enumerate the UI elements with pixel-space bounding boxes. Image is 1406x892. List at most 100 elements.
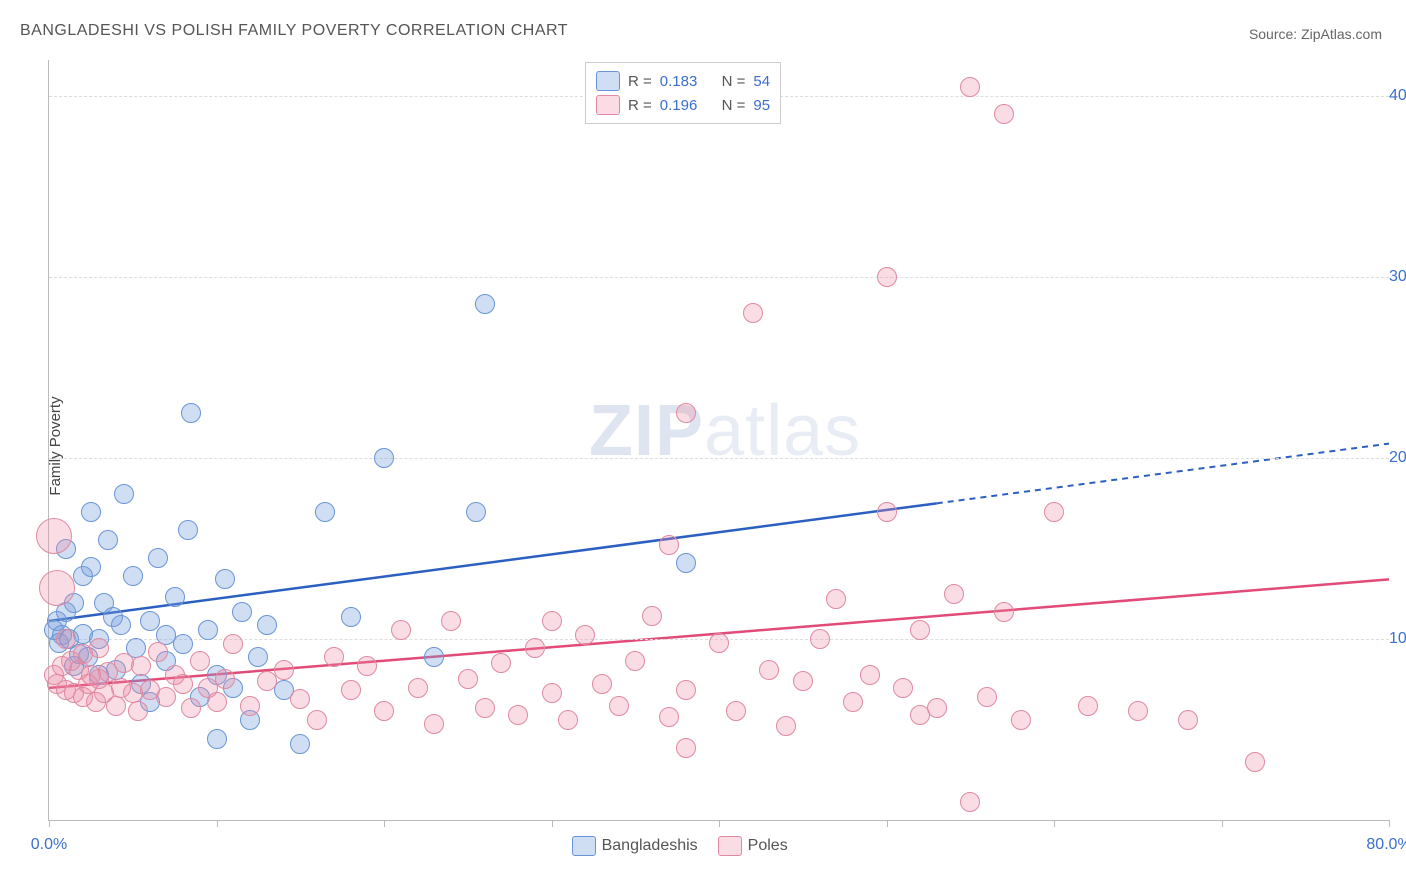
data-point-bangladeshis xyxy=(173,634,193,654)
x-tick xyxy=(552,820,553,827)
data-point-bangladeshis xyxy=(165,587,185,607)
data-point-poles xyxy=(558,710,578,730)
legend-row-bangladeshis: R =0.183 N =54 xyxy=(596,69,770,93)
data-point-poles xyxy=(1078,696,1098,716)
data-point-poles xyxy=(542,611,562,631)
data-point-poles xyxy=(1178,710,1198,730)
data-point-poles xyxy=(190,651,210,671)
data-point-poles xyxy=(391,620,411,640)
data-point-poles xyxy=(290,689,310,709)
legend-N-value: 54 xyxy=(753,73,770,90)
x-tick-label: 0.0% xyxy=(31,836,67,854)
data-point-poles xyxy=(709,633,729,653)
data-point-poles xyxy=(357,656,377,676)
series-legend-item-bangladeshis: Bangladeshis xyxy=(572,836,698,856)
x-tick xyxy=(1054,820,1055,827)
legend-swatch-bangladeshis xyxy=(596,71,620,91)
data-point-poles xyxy=(341,680,361,700)
legend-R-value: 0.196 xyxy=(660,97,698,114)
data-point-bangladeshis xyxy=(140,611,160,631)
data-point-poles xyxy=(860,665,880,685)
x-tick-label: 80.0% xyxy=(1366,836,1406,854)
data-point-poles xyxy=(1128,701,1148,721)
source-attribution: Source: ZipAtlas.com xyxy=(1249,26,1382,42)
series-label-bangladeshis: Bangladeshis xyxy=(602,837,698,855)
data-point-bangladeshis xyxy=(215,569,235,589)
watermark: ZIPatlas xyxy=(589,390,861,472)
data-point-poles xyxy=(525,638,545,658)
data-point-poles xyxy=(148,642,168,662)
data-point-poles xyxy=(893,678,913,698)
data-point-poles xyxy=(307,710,327,730)
data-point-bangladeshis xyxy=(466,502,486,522)
data-point-poles xyxy=(575,625,595,645)
data-point-poles xyxy=(131,656,151,676)
y-tick-label: 10.0% xyxy=(1383,630,1406,648)
series-legend-item-poles: Poles xyxy=(718,836,788,856)
data-point-poles xyxy=(223,634,243,654)
data-point-poles xyxy=(240,696,260,716)
data-point-bangladeshis xyxy=(232,602,252,622)
data-point-poles xyxy=(826,589,846,609)
x-tick xyxy=(719,820,720,827)
data-point-poles xyxy=(1245,752,1265,772)
x-tick xyxy=(887,820,888,827)
data-point-bangladeshis xyxy=(114,484,134,504)
legend-N-value: 95 xyxy=(753,97,770,114)
data-point-bangladeshis xyxy=(148,548,168,568)
data-point-bangladeshis xyxy=(248,647,268,667)
data-point-poles xyxy=(676,680,696,700)
data-point-poles xyxy=(56,629,76,649)
data-point-bangladeshis xyxy=(111,615,131,635)
data-point-bangladeshis xyxy=(81,557,101,577)
data-point-poles xyxy=(156,687,176,707)
data-point-poles xyxy=(676,403,696,423)
data-point-bangladeshis xyxy=(290,734,310,754)
data-point-poles xyxy=(424,714,444,734)
data-point-poles xyxy=(960,77,980,97)
data-point-poles xyxy=(39,570,75,606)
data-point-poles xyxy=(759,660,779,680)
data-point-poles xyxy=(324,647,344,667)
data-point-poles xyxy=(441,611,461,631)
data-point-poles xyxy=(726,701,746,721)
x-tick xyxy=(49,820,50,827)
data-point-poles xyxy=(89,638,109,658)
data-point-poles xyxy=(642,606,662,626)
data-point-poles xyxy=(776,716,796,736)
data-point-poles xyxy=(1011,710,1031,730)
data-point-poles xyxy=(128,701,148,721)
data-point-poles xyxy=(508,705,528,725)
data-point-poles xyxy=(810,629,830,649)
data-point-poles xyxy=(994,104,1014,124)
chart-title: BANGLADESHI VS POLISH FAMILY POVERTY COR… xyxy=(20,22,568,40)
source-link[interactable]: ZipAtlas.com xyxy=(1301,26,1382,42)
series-swatch-bangladeshis xyxy=(572,836,596,856)
data-point-poles xyxy=(977,687,997,707)
y-tick-label: 20.0% xyxy=(1383,449,1406,467)
legend-swatch-poles xyxy=(596,95,620,115)
legend-R-label: R = xyxy=(628,97,652,114)
data-point-poles xyxy=(743,303,763,323)
data-point-poles xyxy=(944,584,964,604)
y-tick-label: 30.0% xyxy=(1383,268,1406,286)
data-point-poles xyxy=(181,698,201,718)
x-tick xyxy=(1389,820,1390,827)
correlation-legend: R =0.183 N =54R =0.196 N =95 xyxy=(585,62,781,124)
trendline-dashed-bangladeshis xyxy=(937,444,1389,504)
data-point-bangladeshis xyxy=(257,615,277,635)
data-point-bangladeshis xyxy=(676,553,696,573)
legend-R-value: 0.183 xyxy=(660,73,698,90)
data-point-poles xyxy=(960,792,980,812)
data-point-poles xyxy=(609,696,629,716)
x-tick xyxy=(217,820,218,827)
data-point-bangladeshis xyxy=(198,620,218,640)
legend-N-label: N = xyxy=(722,73,746,90)
scatter-plot-area: ZIPatlas 10.0%20.0%30.0%40.0%0.0%80.0%R … xyxy=(48,60,1389,821)
data-point-poles xyxy=(408,678,428,698)
data-point-bangladeshis xyxy=(475,294,495,314)
data-point-poles xyxy=(843,692,863,712)
data-point-poles xyxy=(106,696,126,716)
data-point-poles xyxy=(877,267,897,287)
data-point-bangladeshis xyxy=(178,520,198,540)
